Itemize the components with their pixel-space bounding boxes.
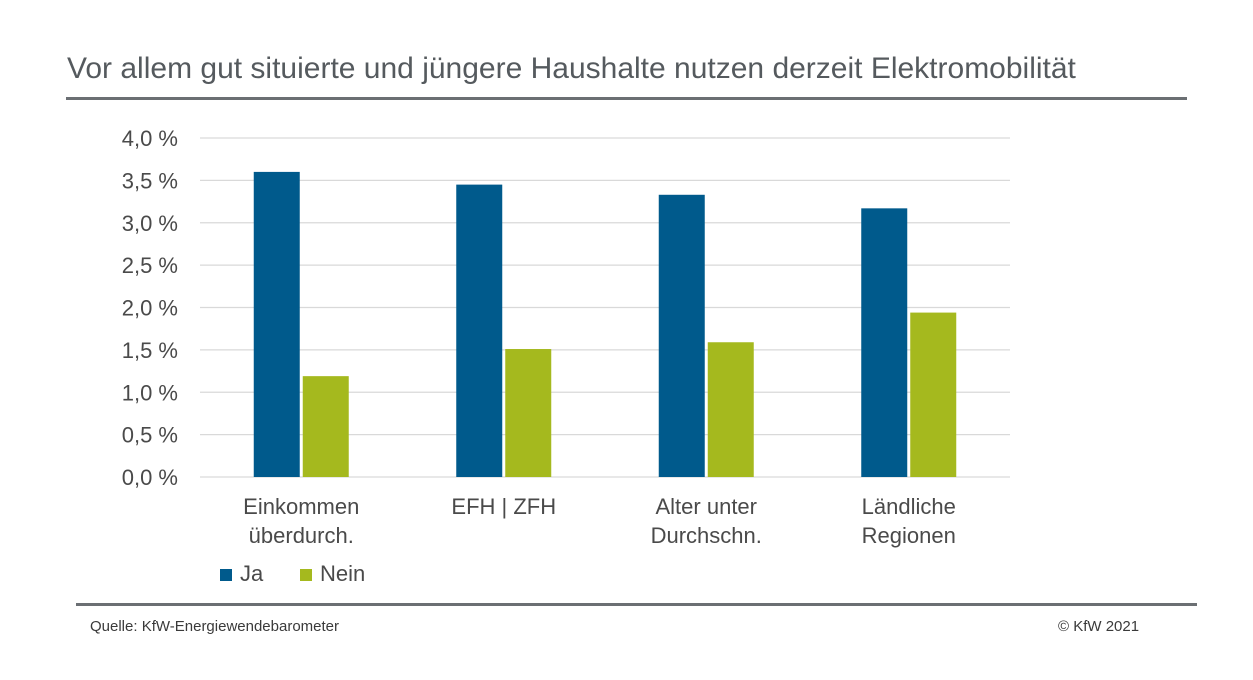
legend-label-nein: Nein bbox=[320, 561, 366, 586]
bar-nein bbox=[707, 342, 754, 477]
x-tick-label-line: Alter unter bbox=[656, 494, 758, 519]
bar-chart: 0,0 % 0,5 % 1,0 % 1,5 % 2,0 % 2,5 % 3,0 % 3,5 %… bbox=[122, 126, 1010, 548]
bar-nein bbox=[910, 312, 957, 477]
x-tick-label-line: EFH | ZFH bbox=[451, 494, 556, 519]
y-tick-label: 0,0 % bbox=[122, 465, 178, 490]
source-note: Quelle: KfW-Energiewendebarometer bbox=[90, 618, 340, 635]
chart-title: Vor allem gut situierte und jüngere Haus… bbox=[67, 52, 1076, 85]
legend-swatch-ja bbox=[220, 569, 232, 581]
y-tick-label: 2,5 % bbox=[122, 253, 178, 278]
x-tick-label-line: Ländliche bbox=[862, 494, 956, 519]
legend-swatch-nein bbox=[300, 569, 312, 581]
x-tick-label-line: überdurch. bbox=[249, 523, 354, 548]
x-tick-label: EFH | ZFH bbox=[451, 494, 556, 519]
y-tick-label: 4,0 % bbox=[122, 126, 178, 151]
x-tick-label: Ländliche Regionen bbox=[862, 494, 956, 548]
footer-divider bbox=[76, 603, 1197, 606]
y-tick-label: 2,0 % bbox=[122, 296, 178, 321]
bar-nein bbox=[505, 349, 552, 477]
bar-ja bbox=[861, 208, 908, 477]
x-tick-label-line: Durchschn. bbox=[651, 523, 762, 548]
bar-ja bbox=[456, 184, 503, 478]
y-tick-label: 1,5 % bbox=[122, 338, 178, 363]
x-tick-label: Alter unter Durchschn. bbox=[651, 494, 762, 548]
bar-ja bbox=[253, 171, 300, 477]
x-tick-label: Einkommen überdurch. bbox=[243, 494, 359, 548]
bar-nein bbox=[302, 376, 349, 477]
title-divider bbox=[66, 97, 1187, 100]
bar-ja bbox=[658, 194, 705, 477]
y-tick-label: 0,5 % bbox=[122, 423, 178, 448]
y-tick-label: 1,0 % bbox=[122, 380, 178, 405]
y-tick-label: 3,0 % bbox=[122, 211, 178, 236]
copyright-note: © KfW 2021 bbox=[1058, 618, 1140, 635]
y-tick-label: 3,5 % bbox=[122, 168, 178, 193]
x-tick-label-line: Regionen bbox=[862, 523, 956, 548]
x-tick-label-line: Einkommen bbox=[243, 494, 359, 519]
legend-label-ja: Ja bbox=[240, 561, 264, 586]
